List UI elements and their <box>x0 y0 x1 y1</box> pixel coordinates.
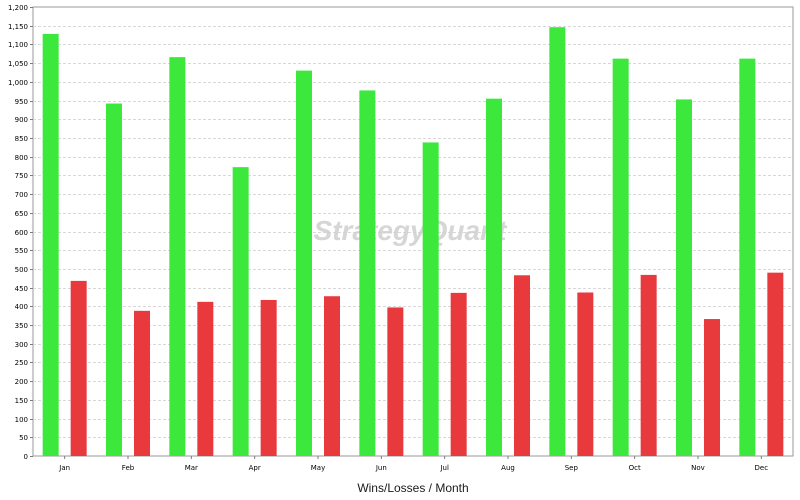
bar-losses-jul <box>450 292 467 456</box>
bar-losses-oct <box>640 274 657 456</box>
bar-wins-apr <box>232 167 249 457</box>
x-axis: Jan Feb Mar Apr May Jun Jul Aug Sep Oct Nov Dec <box>58 456 768 472</box>
watermark-logo: StrategyQuant <box>314 215 509 246</box>
bar-wins-may <box>296 70 312 456</box>
y-tick-label: 0 <box>24 453 28 461</box>
bar-wins-jul <box>422 142 439 456</box>
x-tick-label: Dec <box>755 464 769 472</box>
bar-wins-feb <box>106 103 122 456</box>
bar-wins-nov <box>676 99 692 457</box>
y-tick-label: 150 <box>15 397 28 405</box>
bar-losses-jun <box>387 307 404 456</box>
y-tick-label: 500 <box>15 266 28 274</box>
x-tick-label: Feb <box>122 464 135 472</box>
bar-wins-aug <box>486 98 502 456</box>
y-tick-label: 1,150 <box>8 23 28 31</box>
bar-losses-feb <box>134 310 150 456</box>
x-tick-label: Jan <box>58 464 70 472</box>
y-tick-label: 1,050 <box>8 60 28 68</box>
y-tick-label: 250 <box>15 359 28 367</box>
gridlines <box>33 26 793 438</box>
y-tick-label: 600 <box>15 229 28 237</box>
x-tick-label: Jun <box>375 464 387 472</box>
bars <box>42 27 784 457</box>
bar-losses-dec <box>767 272 784 456</box>
x-tick-label: Oct <box>629 464 641 472</box>
bar-losses-apr <box>260 299 277 456</box>
bar-wins-sep <box>549 27 566 457</box>
y-tick-label: 1,100 <box>8 41 28 49</box>
x-tick-label: Jul <box>439 464 449 472</box>
y-tick-label: 950 <box>15 98 28 106</box>
x-axis-title: Wins/Losses / Month <box>357 481 468 495</box>
x-tick-label: Nov <box>691 464 705 472</box>
x-tick-label: Sep <box>565 464 579 472</box>
y-tick-label: 1,000 <box>8 79 28 87</box>
bar-losses-mar <box>197 301 214 456</box>
bar-wins-oct <box>612 58 629 456</box>
bar-losses-may <box>324 296 340 456</box>
y-tick-label: 1,200 <box>8 4 28 12</box>
bar-losses-sep <box>577 292 594 456</box>
y-axis: 0 50 100 150 200 250 300 350 400 450 500 550 600 650 7… <box>8 4 33 461</box>
y-tick-label: 750 <box>15 172 28 180</box>
x-tick-label: Mar <box>185 464 198 472</box>
bar-wins-jun <box>359 90 376 457</box>
x-tick-label: May <box>311 464 325 472</box>
y-tick-label: 450 <box>15 285 28 293</box>
bar-losses-nov <box>704 319 720 456</box>
y-tick-label: 700 <box>15 191 28 199</box>
y-tick-label: 50 <box>19 434 28 442</box>
bar-wins-jan <box>42 33 59 456</box>
y-tick-label: 800 <box>15 154 28 162</box>
y-tick-label: 900 <box>15 116 28 124</box>
y-tick-label: 550 <box>15 247 28 255</box>
y-tick-label: 200 <box>15 378 28 386</box>
y-tick-label: 400 <box>15 303 28 311</box>
y-tick-label: 300 <box>15 341 28 349</box>
bar-wins-mar <box>169 57 186 456</box>
x-tick-label: Aug <box>501 464 515 472</box>
y-tick-label: 650 <box>15 210 28 218</box>
y-tick-label: 100 <box>15 416 28 424</box>
x-tick-label: Apr <box>249 464 261 472</box>
y-tick-label: 350 <box>15 322 28 330</box>
y-tick-label: 850 <box>15 135 28 143</box>
bar-losses-jan <box>70 280 87 456</box>
bar-losses-aug <box>514 275 530 456</box>
bar-wins-dec <box>739 58 756 456</box>
